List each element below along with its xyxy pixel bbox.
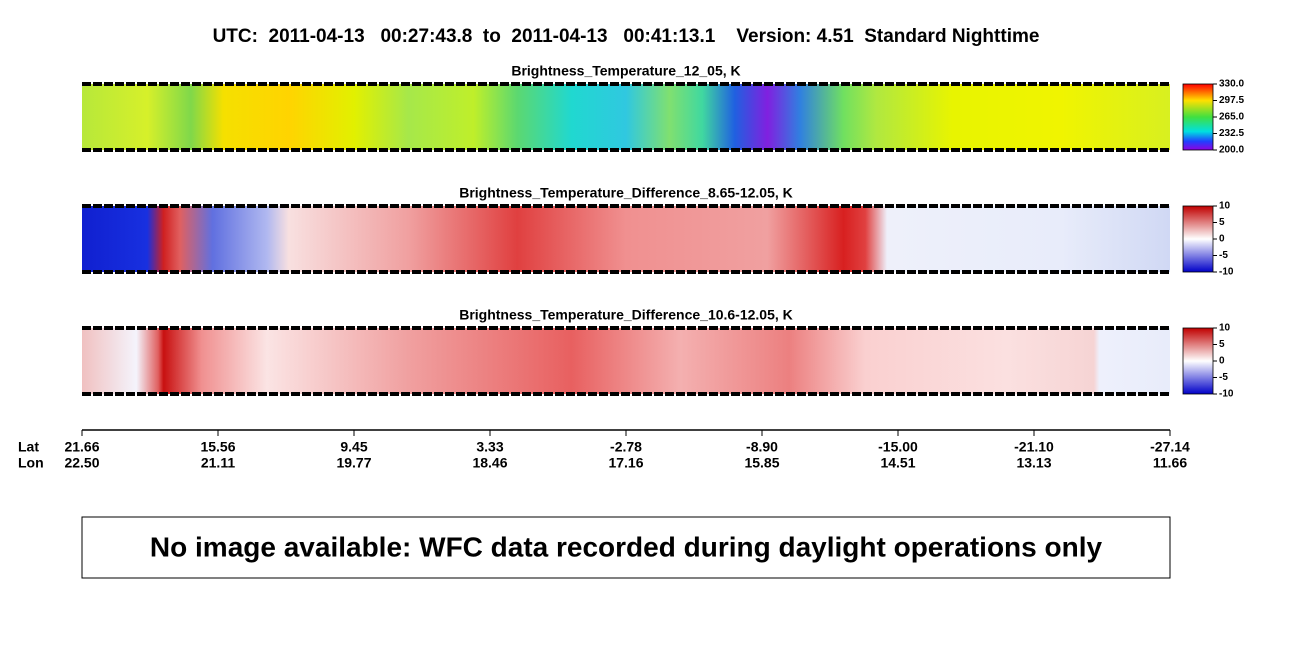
- colorbar-label: 10: [1219, 323, 1231, 334]
- message: No image available: WFC data recorded du…: [150, 531, 1103, 562]
- data-strip: [82, 328, 1170, 394]
- colorbar: [1182, 83, 1214, 151]
- lon-value: 14.51: [880, 455, 915, 471]
- lon-value: 18.46: [472, 455, 507, 471]
- colorbar-label: -10: [1219, 389, 1234, 400]
- colorbar-label: 5: [1219, 339, 1225, 350]
- title: UTC: 2011-04-13 00:27:43.8 to 2011-04-13…: [213, 26, 1040, 47]
- lon-value: 22.50: [64, 455, 99, 471]
- colorbar-label: -10: [1219, 267, 1234, 278]
- lon-label: Lon: [18, 455, 44, 471]
- colorbar-label: 10: [1219, 201, 1231, 212]
- colorbar-label: 297.5: [1219, 95, 1244, 106]
- lat-value: 3.33: [476, 439, 503, 455]
- lat-label: Lat: [18, 439, 39, 455]
- lat-value: 15.56: [200, 439, 235, 455]
- lat-value: -2.78: [610, 439, 642, 455]
- lat-value: -27.14: [1150, 439, 1190, 455]
- data-strip: [82, 84, 1170, 150]
- lat-value: -15.00: [878, 439, 918, 455]
- lon-value: 15.85: [744, 455, 779, 471]
- lat-value: 9.45: [340, 439, 367, 455]
- colorbar-label: 200.0: [1219, 145, 1244, 156]
- colorbar-label: 265.0: [1219, 112, 1244, 123]
- colorbar-label: 232.5: [1219, 128, 1244, 139]
- panels: Brightness_Temperature_12_05, K 330.0 297.…: [82, 63, 1244, 400]
- message-box: [81, 516, 1171, 579]
- colorbar-label: -5: [1219, 372, 1228, 383]
- data-strip: [82, 206, 1170, 272]
- colorbar: [1182, 327, 1214, 395]
- lon-value: 21.11: [201, 455, 235, 471]
- lon-value: 19.77: [336, 455, 371, 471]
- colorbar-label: -5: [1219, 250, 1228, 261]
- colorbar-label: 0: [1219, 234, 1225, 245]
- colorbar-label: 0: [1219, 356, 1225, 367]
- colorbar-label: 330.0: [1219, 79, 1244, 90]
- colorbar-label: 5: [1219, 217, 1225, 228]
- lat-value: 21.66: [64, 439, 99, 455]
- panel-title: Brightness_Temperature_Difference_8.65-1…: [459, 185, 793, 201]
- lon-value: 13.13: [1016, 455, 1051, 471]
- lat-value: -21.10: [1014, 439, 1054, 455]
- panel-title: Brightness_Temperature_Difference_10.6-1…: [459, 307, 793, 323]
- lon-value: 11.66: [1153, 455, 1187, 471]
- lon-value: 17.16: [608, 455, 643, 471]
- panel-title: Brightness_Temperature_12_05, K: [511, 63, 740, 79]
- colorbar: [1182, 205, 1214, 273]
- lat-value: -8.90: [746, 439, 778, 455]
